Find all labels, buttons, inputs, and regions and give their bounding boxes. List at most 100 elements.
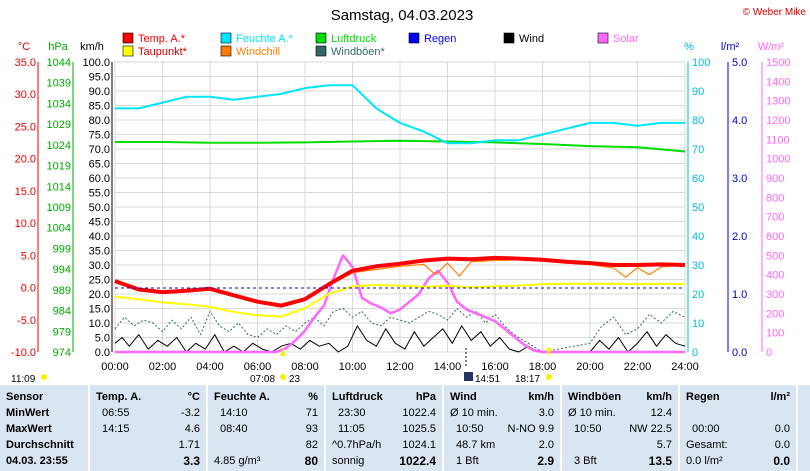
temp-tick-label: 10.0 bbox=[15, 218, 36, 230]
gust-bft: 3 Bft bbox=[574, 455, 597, 467]
pressure-tick-label: 979 bbox=[53, 326, 71, 338]
stats-table: Sensor MinWert MaxWert Durchschnitt 04.0… bbox=[0, 385, 810, 471]
row-label-avg: Durchschnitt bbox=[6, 439, 74, 451]
stats-col-sensor: Sensor MinWert MaxWert Durchschnitt 04.0… bbox=[0, 385, 88, 471]
wind-max-value: N-NO 9.9 bbox=[507, 423, 554, 435]
pressure-tick-label: 1009 bbox=[47, 202, 71, 214]
rain-tick-label: 5.0 bbox=[732, 57, 747, 69]
sun-icon-left bbox=[41, 374, 47, 380]
humidity-tick-label: 70 bbox=[692, 144, 704, 156]
legend-label-luftdruck: Luftdruck bbox=[331, 33, 377, 45]
humidity-tick-label: 100 bbox=[692, 57, 710, 69]
series-line-solar bbox=[115, 254, 685, 354]
temp-avg-value: 1.71 bbox=[178, 439, 200, 451]
x-tick-label: 04:00 bbox=[196, 361, 224, 373]
press-max-value: 1025.5 bbox=[402, 423, 436, 435]
humidity-tick-label: 0 bbox=[692, 347, 698, 359]
temp-axis-unit: °C bbox=[18, 41, 30, 53]
legend-swatch-windb-en bbox=[315, 45, 327, 57]
pressure-axis-unit: hPa bbox=[48, 41, 68, 53]
solar-tick-label: 400 bbox=[766, 270, 784, 282]
hdr-wind-unit: km/h bbox=[528, 391, 554, 403]
rain-axis-unit: l/m² bbox=[721, 41, 740, 53]
x-tick-label: 12:00 bbox=[386, 361, 414, 373]
humidity-axis-unit: % bbox=[684, 41, 694, 53]
solar-tick-label: 1100 bbox=[766, 134, 790, 146]
legend-swatch-taupunkt bbox=[122, 45, 134, 57]
hdr-temp-unit: °C bbox=[187, 391, 200, 403]
rain-current-label: 0.0 l/m² bbox=[686, 455, 723, 467]
pressure-tick-label: 1029 bbox=[47, 119, 71, 131]
solar-tick-label: 1400 bbox=[766, 76, 790, 88]
temp-tick-label: 15.0 bbox=[15, 186, 36, 198]
wind-min-value: 3.0 bbox=[538, 407, 554, 419]
series-line-wind bbox=[114, 325, 686, 353]
gust-max-value: NW 22.5 bbox=[629, 423, 672, 435]
stats-col-extra bbox=[796, 385, 810, 471]
hdr-pressure: Luftdruck bbox=[332, 391, 383, 403]
moon-time: 14:51 bbox=[475, 374, 500, 385]
speed-tick-label: 45.0 bbox=[89, 217, 110, 229]
chart-grid bbox=[114, 61, 686, 353]
sunrise-mark: 23 bbox=[289, 374, 301, 385]
sunrise-icon bbox=[280, 374, 286, 380]
speed-tick-label: 85.0 bbox=[89, 101, 110, 113]
rain-tick-label: 3.0 bbox=[732, 173, 747, 185]
row-label-max: MaxWert bbox=[6, 423, 52, 435]
sunrise-arrow-icon bbox=[280, 348, 286, 356]
copyright-text[interactable]: © Weber Mike bbox=[743, 7, 807, 18]
solar-tick-label: 0 bbox=[766, 347, 772, 359]
temp-tick-label: 35.0 bbox=[15, 57, 36, 69]
chart-title: Samstag, 04.03.2023 bbox=[331, 7, 474, 24]
hdr-gusts: Windböen bbox=[568, 391, 622, 403]
solar-tick-label: 100 bbox=[766, 328, 784, 340]
hum-min-time: 14:10 bbox=[220, 407, 248, 419]
hum-max-time: 08:40 bbox=[220, 423, 248, 435]
sunset-icon bbox=[546, 374, 552, 380]
x-tick-label: 10:00 bbox=[339, 361, 367, 373]
sunset-time: 18:17 bbox=[515, 374, 540, 385]
legend-label-temp-a: Temp. A.* bbox=[138, 33, 186, 45]
solar-tick-label: 1200 bbox=[766, 115, 790, 127]
hdr-gusts-unit: km/h bbox=[646, 391, 672, 403]
humidity-tick-label: 10 bbox=[692, 318, 704, 330]
solar-tick-label: 800 bbox=[766, 192, 784, 204]
rain-tick-label: 1.0 bbox=[732, 289, 747, 301]
temp-min-time: 06:55 bbox=[102, 407, 130, 419]
sunset-arrow-icon bbox=[546, 348, 552, 356]
pressure-tick-label: 984 bbox=[53, 306, 71, 318]
legend-label-wind: Wind bbox=[519, 33, 544, 45]
humidity-tick-label: 80 bbox=[692, 115, 704, 127]
press-avg-value: 1024.1 bbox=[402, 439, 436, 451]
speed-tick-label: 100.0 bbox=[82, 57, 110, 69]
speed-tick-label: 20.0 bbox=[89, 289, 110, 301]
pressure-tick-label: 1014 bbox=[47, 181, 71, 193]
pressure-tick-label: 1024 bbox=[47, 140, 71, 152]
legend-swatch-feuchte-a bbox=[220, 32, 232, 44]
speed-tick-label: 50.0 bbox=[89, 202, 110, 214]
temp-max-value: 4.6 bbox=[184, 423, 200, 435]
legend-label-regen: Regen bbox=[424, 33, 456, 45]
solar-tick-label: 1300 bbox=[766, 96, 790, 108]
x-tick-label: 14:00 bbox=[434, 361, 462, 373]
stats-col-wind: Wind km/h Ø 10 min. 3.0 10:50 N-NO 9.9 4… bbox=[442, 385, 560, 471]
speed-tick-label: 70.0 bbox=[89, 144, 110, 156]
solar-tick-label: 200 bbox=[766, 308, 784, 320]
speed-tick-label: 40.0 bbox=[89, 231, 110, 243]
speed-tick-label: 80.0 bbox=[89, 115, 110, 127]
x-tick-label: 06:00 bbox=[244, 361, 272, 373]
press-min-time: 23:30 bbox=[338, 407, 366, 419]
sunrise-time: 07:08 bbox=[250, 374, 275, 385]
x-tick-label: 08:00 bbox=[291, 361, 319, 373]
hdr-sensor: Sensor bbox=[6, 391, 44, 403]
rain-total-label: Gesamt: bbox=[686, 439, 728, 451]
legend-swatch-windchill bbox=[220, 45, 232, 57]
hdr-pressure-unit: hPa bbox=[415, 391, 436, 403]
chart-legend: Temp. A.* Feuchte A.* Luftdruck Regen Wind So… bbox=[122, 32, 639, 58]
gust-current-value: 13.5 bbox=[648, 454, 672, 468]
hdr-humidity-unit: % bbox=[308, 391, 318, 403]
temp-tick-label: -5.0 bbox=[17, 315, 36, 327]
stats-col-rain: Regen l/m² 00:00 0.0 Gesamt: 0.0 0.0 l/m… bbox=[678, 385, 796, 471]
time-marker-left: 11:09 bbox=[11, 374, 36, 385]
speed-tick-label: 30.0 bbox=[89, 260, 110, 272]
